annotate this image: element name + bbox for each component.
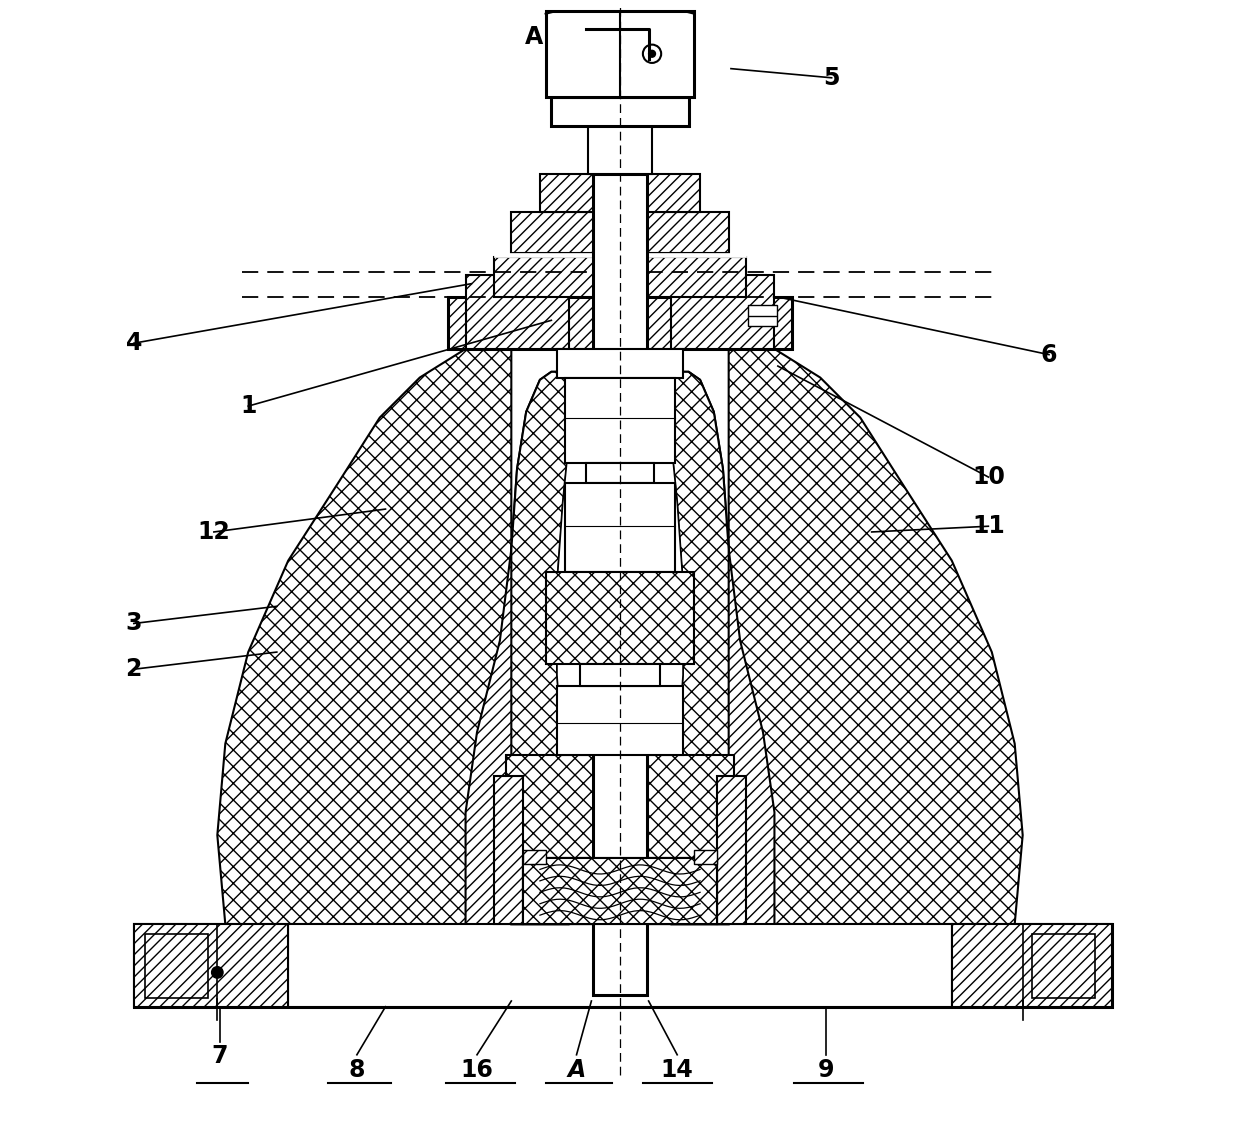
Polygon shape	[511, 372, 568, 924]
Text: 3: 3	[125, 612, 143, 635]
Bar	[717, 776, 745, 924]
Bar	[506, 755, 734, 858]
Text: 9: 9	[817, 1058, 835, 1081]
Bar	[557, 686, 683, 755]
Bar	[495, 776, 523, 924]
Text: 5: 5	[823, 66, 839, 89]
Bar	[585, 463, 655, 483]
Bar	[539, 174, 701, 212]
Polygon shape	[217, 337, 511, 924]
Text: A: A	[568, 1058, 585, 1081]
Bar	[465, 275, 568, 349]
Polygon shape	[557, 372, 683, 924]
Bar	[449, 297, 791, 349]
Bar	[672, 275, 775, 349]
Bar	[593, 174, 647, 995]
Bar	[952, 924, 1112, 1007]
Bar	[511, 212, 729, 253]
Text: 14: 14	[661, 1058, 693, 1081]
Bar	[694, 850, 717, 864]
Bar	[565, 483, 675, 572]
Bar	[134, 924, 1112, 1007]
Text: A: A	[525, 25, 543, 48]
Bar	[495, 257, 745, 297]
Bar	[552, 97, 688, 126]
Text: 4: 4	[125, 332, 143, 355]
Text: 7: 7	[211, 1044, 228, 1067]
Circle shape	[212, 967, 223, 978]
Bar	[588, 126, 652, 174]
Circle shape	[649, 50, 656, 57]
Text: 12: 12	[197, 521, 231, 543]
Polygon shape	[729, 337, 1023, 924]
Polygon shape	[465, 372, 568, 924]
Polygon shape	[672, 372, 775, 924]
Bar	[565, 378, 675, 463]
Bar	[145, 934, 208, 998]
Text: 11: 11	[972, 515, 1004, 538]
Bar	[288, 924, 952, 1007]
Text: 2: 2	[125, 658, 143, 681]
Bar	[580, 664, 660, 686]
Text: 1: 1	[241, 395, 257, 418]
Text: 10: 10	[972, 466, 1004, 488]
Bar	[523, 850, 546, 864]
Text: 6: 6	[1040, 343, 1058, 366]
Bar	[1032, 934, 1095, 998]
Bar	[495, 253, 745, 257]
Bar	[523, 858, 717, 924]
Bar	[523, 858, 717, 924]
Bar	[748, 305, 776, 326]
Circle shape	[642, 45, 661, 63]
Text: 16: 16	[460, 1058, 494, 1081]
Bar	[134, 924, 288, 1007]
Bar	[546, 572, 694, 664]
Polygon shape	[672, 372, 729, 924]
Bar	[546, 11, 694, 97]
Bar	[557, 349, 683, 378]
Text: 8: 8	[348, 1058, 365, 1081]
